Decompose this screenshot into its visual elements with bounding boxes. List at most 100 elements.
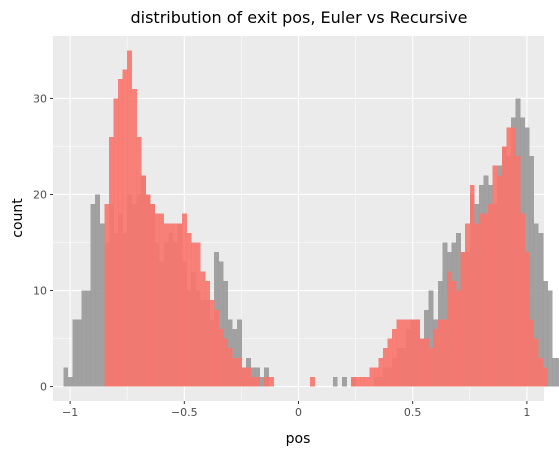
histogram-bar (506, 127, 512, 387)
histogram-bar (510, 127, 516, 387)
histogram-bar (118, 79, 124, 387)
histogram-bar (392, 328, 398, 387)
x-tick-label: 0.5 (404, 406, 422, 419)
histogram-bar (501, 146, 507, 387)
histogram-bar (136, 136, 142, 387)
histogram-bar (478, 213, 484, 387)
histogram-bar (442, 319, 448, 387)
x-tick-label: −0.5 (171, 406, 198, 419)
histogram-bar (191, 242, 197, 387)
histogram-bar (255, 376, 261, 387)
histogram-bar (529, 156, 535, 387)
histogram-bar (547, 290, 553, 387)
histogram-bar (200, 271, 206, 387)
histogram-bar (360, 376, 366, 387)
histogram-bar (396, 319, 402, 387)
histogram-bar (232, 357, 238, 387)
histogram-bar (401, 319, 407, 387)
histogram-bar (428, 290, 434, 387)
y-tick-label: 30 (33, 92, 47, 105)
histogram-bars (63, 50, 559, 387)
x-tick-label: 0 (295, 406, 302, 419)
histogram-bar (104, 204, 110, 387)
histogram-bar (72, 319, 78, 387)
y-axis-title: count (10, 198, 26, 238)
histogram-bar (387, 338, 393, 387)
histogram-bar (131, 88, 137, 387)
histogram-bar (99, 223, 105, 387)
histogram-bar (414, 319, 420, 387)
histogram-bar (250, 376, 256, 387)
histogram-bar (223, 338, 229, 387)
histogram-bar (214, 309, 219, 387)
histogram-bar (520, 213, 525, 387)
histogram-bar (204, 280, 210, 387)
histogram-bar (63, 367, 69, 387)
histogram-bar (95, 194, 101, 387)
histogram-bar (172, 223, 178, 387)
histogram-bar (469, 184, 475, 387)
histogram-series-2 (104, 50, 548, 387)
x-axis-title: pos (286, 431, 311, 447)
histogram-bar (154, 213, 160, 387)
histogram-bar (433, 328, 439, 387)
histogram-bar (332, 376, 338, 387)
histogram-bar (81, 290, 87, 387)
histogram-bar (351, 376, 356, 387)
histogram-bar (218, 328, 224, 387)
histogram-bar (474, 223, 480, 387)
histogram-bar (410, 319, 416, 387)
histogram-bar (533, 338, 539, 387)
histogram-bar (533, 223, 539, 387)
histogram-bar (538, 357, 544, 387)
histogram-bar (236, 319, 242, 387)
y-tick-label: 20 (33, 188, 47, 201)
histogram-bar (373, 367, 379, 387)
histogram-bar (378, 357, 384, 387)
histogram-bar (405, 319, 411, 387)
histogram-bar (186, 232, 192, 387)
histogram-bar (424, 338, 430, 387)
y-axis: 0 10 20 30 (33, 92, 53, 394)
histogram-bar (483, 213, 489, 387)
histogram-bar (150, 204, 156, 387)
histogram-bar (355, 376, 361, 387)
histogram-bar (264, 376, 270, 387)
histogram-bar (309, 376, 315, 387)
histogram-bar (140, 175, 146, 387)
histogram-bar (542, 367, 548, 387)
histogram-bar (195, 242, 201, 387)
histogram-bar (524, 252, 530, 387)
histogram-bar (538, 232, 544, 387)
histogram-bar (159, 213, 165, 387)
histogram-bar (236, 357, 242, 387)
y-tick-label: 10 (33, 285, 47, 298)
histogram-bar (218, 261, 224, 387)
x-tick-label: 1 (523, 406, 530, 419)
histogram-bar (497, 175, 503, 387)
histogram-bar (259, 376, 265, 387)
histogram-bar (382, 348, 388, 387)
histogram-bar (168, 223, 174, 387)
y-tick-label: 0 (40, 381, 47, 394)
histogram-bar (227, 348, 233, 387)
histogram-bar (182, 213, 187, 387)
histogram-bar (122, 69, 128, 387)
histogram-bar (369, 367, 375, 387)
x-axis: −1 −0.5 0 0.5 1 (62, 401, 530, 419)
histogram-bar (341, 376, 347, 387)
histogram-bar (428, 348, 434, 387)
histogram-bar (492, 165, 498, 387)
histogram-bar (556, 357, 559, 387)
histogram-bar (209, 300, 215, 387)
histogram-bar (442, 242, 448, 387)
histogram-bar (529, 319, 535, 387)
histogram-bar (90, 204, 96, 387)
x-tick-label: −1 (62, 406, 78, 419)
histogram-bar (542, 280, 548, 387)
chart-title: distribution of exit pos, Euler vs Recur… (130, 8, 467, 27)
histogram-bar (488, 204, 494, 387)
histogram-bar (76, 319, 82, 387)
histogram-bar (127, 50, 133, 387)
histogram-bar (456, 290, 462, 387)
